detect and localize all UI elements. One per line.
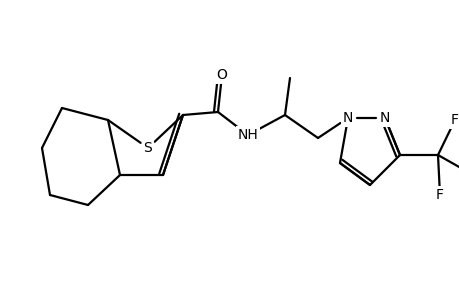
- Text: F: F: [450, 113, 458, 127]
- Text: F: F: [435, 188, 443, 202]
- Text: N: N: [342, 111, 353, 125]
- Text: NH: NH: [237, 128, 258, 142]
- Text: N: N: [379, 111, 389, 125]
- Text: S: S: [143, 141, 152, 155]
- Text: O: O: [216, 68, 227, 82]
